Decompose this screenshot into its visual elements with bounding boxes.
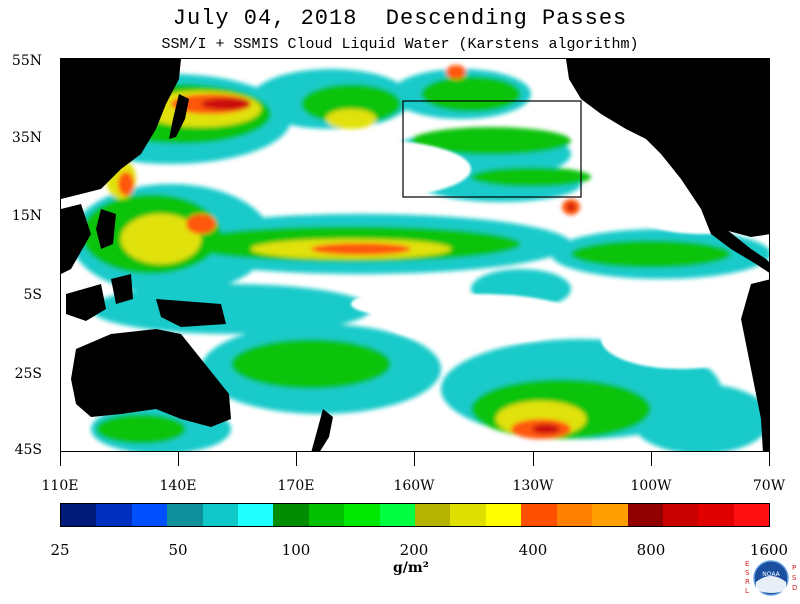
- colorbar-swatch: [308, 504, 345, 526]
- lon-tick: [769, 452, 770, 466]
- logo-letter-d: D: [792, 584, 797, 592]
- colorbar-label-400: 400: [518, 541, 548, 559]
- chart-subtitle: SSM/I + SSMIS Cloud Liquid Water (Karste…: [161, 36, 639, 53]
- lon-label-110e: 110E: [41, 478, 79, 494]
- logo-letter-r: R: [745, 578, 750, 586]
- analysis-box: [402, 100, 582, 198]
- lat-label-45s: 45S: [14, 442, 42, 458]
- colorbar-label-200: 200: [399, 541, 429, 559]
- lat-label-5s: 5S: [23, 287, 43, 303]
- lon-label-130w: 130W: [512, 478, 554, 494]
- colorbar-swatch: [556, 504, 593, 526]
- logo-letter-l: L: [745, 587, 749, 595]
- chart-title: July 04, 2018 Descending Passes: [172, 6, 628, 31]
- lon-tick: [651, 452, 652, 466]
- lon-label-140e: 140E: [159, 478, 197, 494]
- logo-letter-s: S: [745, 569, 750, 577]
- colorbar-swatch: [61, 504, 97, 526]
- lat-label-55n: 55N: [11, 53, 42, 69]
- colorbar: [60, 503, 770, 527]
- colorbar-swatch: [167, 504, 203, 526]
- colorbar-swatch: [662, 504, 699, 526]
- colorbar-swatch: [627, 504, 663, 526]
- map-panel: [60, 58, 770, 452]
- colorbar-swatch: [202, 504, 239, 526]
- colorbar-swatch: [238, 504, 274, 526]
- lat-label-25s: 25S: [14, 366, 42, 382]
- lat-label-35n: 35N: [11, 130, 42, 146]
- land-masses: [61, 59, 769, 451]
- lon-label-160w: 160W: [393, 478, 435, 494]
- lon-tick: [533, 452, 534, 466]
- lon-label-70w: 70W: [752, 478, 786, 494]
- colorbar-label-50: 50: [168, 541, 188, 559]
- lon-label-170e: 170E: [277, 478, 315, 494]
- colorbar-label-1600: 1600: [749, 541, 789, 559]
- map-svg: [61, 59, 769, 451]
- cloud-water-field: [61, 65, 769, 451]
- colorbar-label-25: 25: [50, 541, 70, 559]
- colorbar-swatch: [733, 504, 770, 526]
- lon-tick: [178, 452, 179, 466]
- colorbar-swatch: [379, 504, 416, 526]
- colorbar-swatch: [273, 504, 309, 526]
- lon-tick: [60, 452, 61, 466]
- colorbar-swatch: [344, 504, 380, 526]
- lon-tick: [296, 452, 297, 466]
- logo-letter-s2: S: [792, 574, 797, 582]
- lat-label-15n: 15N: [11, 208, 42, 224]
- colorbar-label-800: 800: [636, 541, 666, 559]
- lon-label-100w: 100W: [630, 478, 672, 494]
- colorbar-label-100: 100: [281, 541, 311, 559]
- colorbar-swatch: [698, 504, 734, 526]
- lon-tick: [414, 452, 415, 466]
- colorbar-swatch: [96, 504, 132, 526]
- colorbar-swatch: [450, 504, 486, 526]
- colorbar-swatch: [485, 504, 522, 526]
- colorbar-swatch: [592, 504, 628, 526]
- noaa-esrl-psd-logo: NOAA E S R L P S D: [742, 556, 800, 600]
- colorbar-swatch: [521, 504, 557, 526]
- colorbar-swatch: [415, 504, 451, 526]
- logo-letter-p: P: [792, 564, 796, 572]
- colorbar-swatch: [131, 504, 168, 526]
- units-label: g/m²: [393, 560, 429, 576]
- logo-badge-text: NOAA: [762, 571, 780, 578]
- logo-letter-e: E: [745, 560, 749, 568]
